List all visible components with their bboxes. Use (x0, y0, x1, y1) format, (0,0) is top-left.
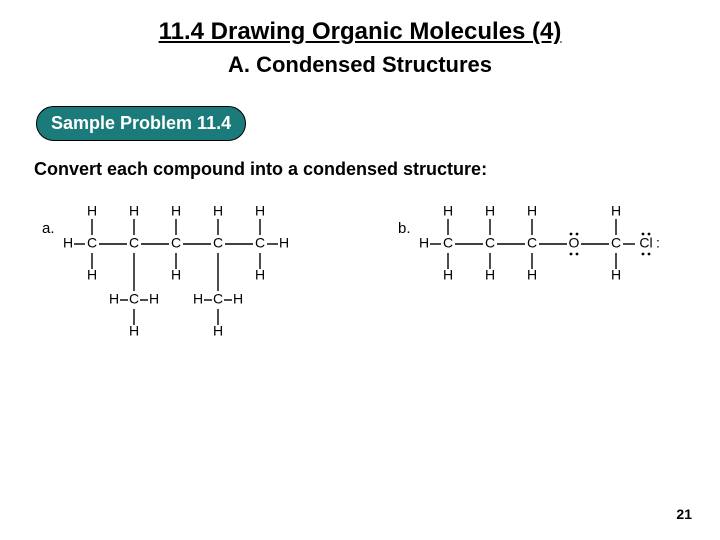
svg-text:H: H (193, 291, 203, 307)
svg-text:H: H (611, 267, 621, 283)
svg-text:H: H (87, 203, 97, 219)
page-subtitle: A. Condensed Structures (0, 52, 720, 78)
svg-text:Cl: Cl (639, 235, 652, 251)
label-a: a. (42, 220, 55, 237)
page-number: 21 (676, 506, 692, 522)
svg-text:H: H (443, 203, 453, 219)
svg-text:H: H (64, 235, 73, 251)
figures-region: a. HCHHCHCHHHCHHCHCHHHCHHH b. HCHHCHHCHH… (0, 190, 720, 390)
svg-text:H: H (87, 267, 97, 283)
molecule-b: HCHHCHHCHHOCHHCl: (420, 196, 710, 316)
svg-text:H: H (213, 323, 223, 339)
svg-text:H: H (420, 235, 429, 251)
svg-text:H: H (443, 267, 453, 283)
svg-text:H: H (171, 203, 181, 219)
svg-text:H: H (255, 203, 265, 219)
svg-text:C: C (213, 291, 223, 307)
svg-text:C: C (87, 235, 97, 251)
svg-text:H: H (129, 203, 139, 219)
problem-prompt: Convert each compound into a condensed s… (34, 159, 720, 180)
svg-text:C: C (485, 235, 495, 251)
svg-text:H: H (233, 291, 243, 307)
svg-text:O: O (569, 235, 580, 251)
svg-text:H: H (213, 203, 223, 219)
sample-problem-pill: Sample Problem 11.4 (36, 106, 246, 141)
svg-text:C: C (255, 235, 265, 251)
svg-text:H: H (527, 267, 537, 283)
svg-text:C: C (611, 235, 621, 251)
svg-text:H: H (485, 203, 495, 219)
svg-text:C: C (527, 235, 537, 251)
svg-text:C: C (129, 291, 139, 307)
svg-text:C: C (129, 235, 139, 251)
svg-text::: : (656, 235, 660, 251)
svg-text:H: H (149, 291, 159, 307)
svg-text:H: H (485, 267, 495, 283)
page-title: 11.4 Drawing Organic Molecules (4) (0, 0, 720, 46)
svg-text:H: H (129, 323, 139, 339)
svg-text:H: H (279, 235, 289, 251)
svg-text:H: H (171, 267, 181, 283)
svg-text:C: C (171, 235, 181, 251)
svg-text:H: H (255, 267, 265, 283)
label-b: b. (398, 220, 411, 237)
svg-text:C: C (443, 235, 453, 251)
svg-text:H: H (109, 291, 119, 307)
svg-text:H: H (527, 203, 537, 219)
svg-text:H: H (611, 203, 621, 219)
molecule-a: HCHHCHCHHHCHHCHCHHHCHHH (64, 196, 324, 366)
svg-text:C: C (213, 235, 223, 251)
